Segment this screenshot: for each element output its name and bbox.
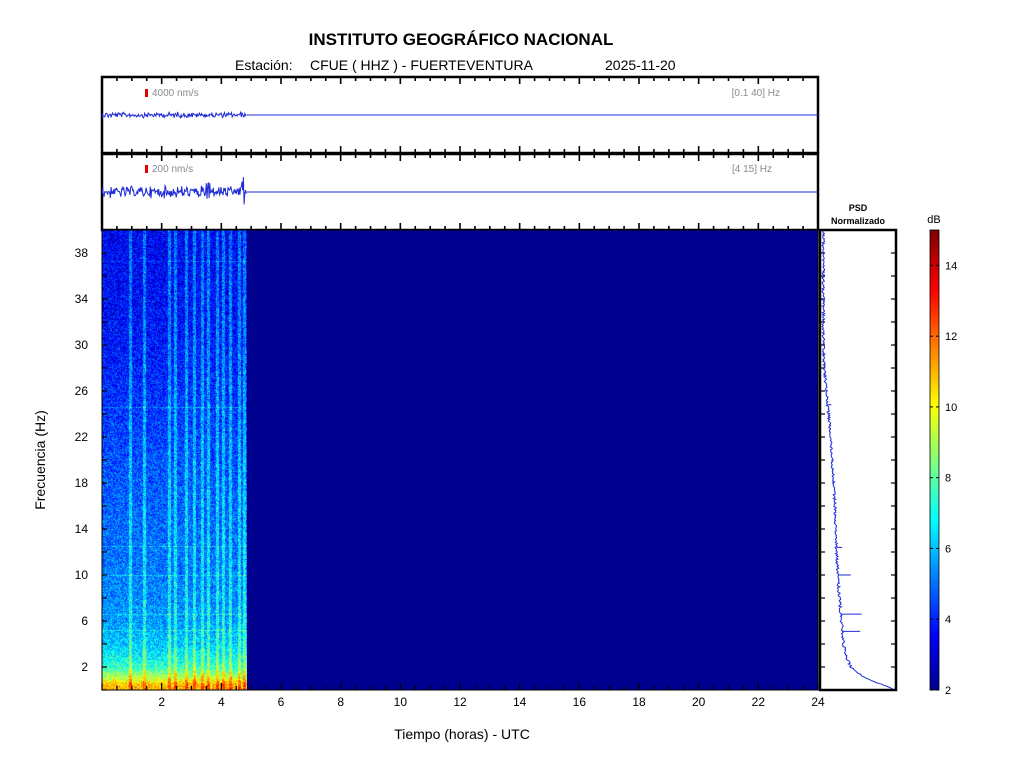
colorbar-tick-label: 12	[945, 331, 957, 343]
colorbar-tick-label: 6	[945, 543, 951, 555]
spectrogram-heatmap-area	[102, 230, 247, 690]
x-tick-label: 18	[632, 695, 646, 709]
psd-title: PSD	[849, 203, 868, 213]
x-tick-label: 2	[158, 695, 165, 709]
colorbar-gradient	[929, 229, 940, 691]
y-tick-label: 34	[75, 292, 89, 306]
seismogram-panel-filtered: 200 nm/s [4 15] Hz	[100, 152, 820, 232]
psd-frame	[818, 228, 898, 692]
y-tick-label: 26	[75, 384, 89, 398]
x-tick-label: 10	[394, 695, 408, 709]
y-tick-label: 22	[75, 430, 89, 444]
x-tick-label: 24	[811, 695, 825, 709]
station-name: CFUE ( HHZ ) - FUERTEVENTURA	[310, 57, 534, 73]
amplitude-scale-label: 4000 nm/s	[152, 88, 199, 99]
y-tick-label: 30	[75, 338, 89, 352]
colorbar: dB 2 4 6 8 10 12 14	[927, 214, 957, 697]
x-tick-label: 20	[692, 695, 706, 709]
figure-title: INSTITUTO GEOGRÁFICO NACIONAL	[309, 30, 614, 49]
spectrogram-ticks	[101, 229, 819, 691]
scale-marker	[145, 89, 148, 97]
psd-subtitle: Normalizado	[831, 216, 886, 226]
seismogram-trace	[101, 110, 247, 120]
psd-curve	[820, 230, 893, 690]
scale-marker	[145, 165, 148, 173]
x-tick-label: 12	[453, 695, 467, 709]
colorbar-tick-label: 2	[945, 685, 951, 697]
psd-panel: PSD Normalizado	[818, 203, 898, 692]
x-tick-labels: 2 4 6 8 10 12 14 16 18 20 22 24	[158, 695, 825, 709]
spectrogram-heatmap	[102, 230, 247, 690]
amplitude-scale-label: 200 nm/s	[152, 164, 193, 175]
colorbar-tick-label: 14	[945, 260, 957, 272]
colorbar-tick-label: 10	[945, 402, 957, 414]
y-tick-label: 2	[81, 660, 88, 674]
colorbar-tick-label: 4	[945, 614, 951, 626]
panel-ticks	[101, 77, 819, 153]
y-tick-label: 18	[75, 476, 89, 490]
x-tick-label: 8	[337, 695, 344, 709]
filter-band-label: [4 15] Hz	[732, 164, 772, 175]
y-tick-label: 10	[75, 568, 89, 582]
spectrogram-panel: 2 4 6 8 10 12 14 16 18 20 22 24 261014182226303438 …	[32, 229, 825, 742]
panel-ticks	[101, 154, 819, 230]
x-tick-label: 4	[218, 695, 225, 709]
x-tick-label: 22	[752, 695, 766, 709]
psd-ticks	[820, 229, 896, 691]
y-tick-label: 38	[75, 246, 89, 260]
colorbar-ticks: 2 4 6 8 10 12 14	[930, 260, 957, 697]
x-tick-label: 6	[278, 695, 285, 709]
x-axis-label: Tiempo (horas) - UTC	[394, 726, 530, 742]
filter-band-label: [0.1 40] Hz	[732, 88, 780, 99]
seismogram-panel-broadband: 4000 nm/s [0.1 40] Hz	[100, 75, 820, 155]
colorbar-unit-label: dB	[927, 214, 940, 226]
station-prefix: Estación:	[235, 57, 293, 73]
station-date: 2025-11-20	[605, 57, 676, 73]
seismogram-trace	[101, 177, 247, 205]
x-tick-label: 16	[573, 695, 587, 709]
y-axis-label: Frecuencia (Hz)	[32, 410, 48, 510]
psd-peaks	[827, 404, 862, 632]
y-tick-label: 14	[75, 522, 89, 536]
x-tick-label: 14	[513, 695, 527, 709]
colorbar-tick-label: 8	[945, 473, 951, 485]
y-tick-label: 6	[81, 614, 88, 628]
